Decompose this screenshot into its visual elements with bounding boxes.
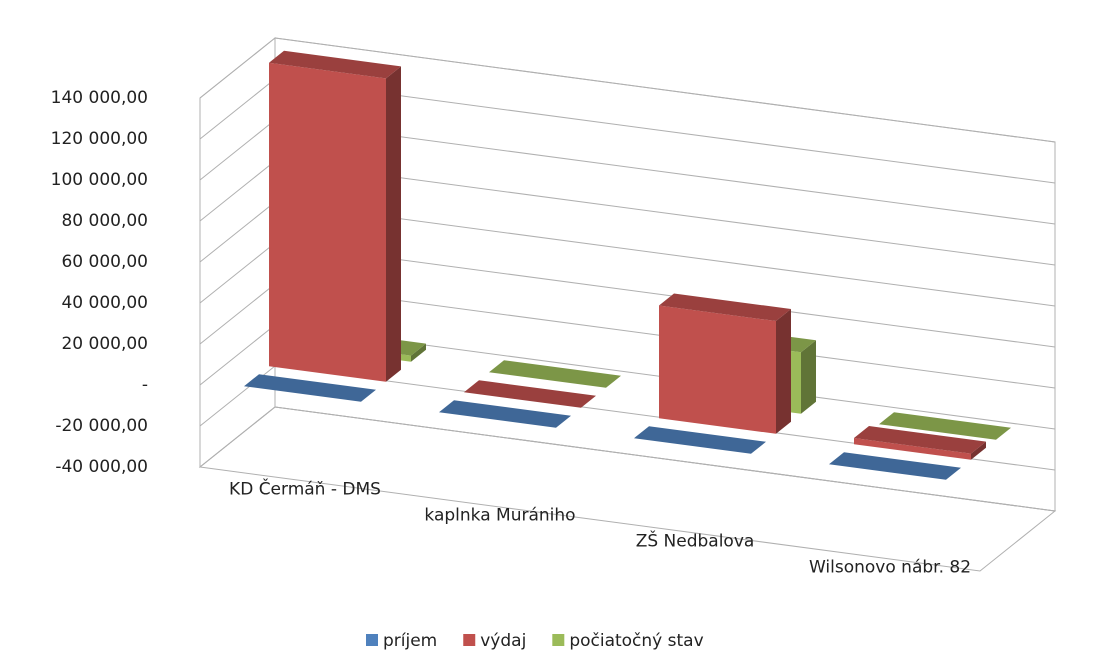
bar — [244, 374, 376, 402]
y-tick-label: - — [142, 375, 148, 395]
x-tick-label: Wilsonovo nábr. 82 — [809, 557, 971, 577]
bar-front — [659, 305, 776, 434]
bar-top — [489, 360, 621, 388]
y-tick-label: 40 000,00 — [61, 293, 148, 313]
y-tick-label: 20 000,00 — [61, 334, 148, 354]
bar — [829, 452, 961, 480]
bar — [464, 380, 596, 408]
grid-line — [199, 37, 1056, 143]
bar — [269, 50, 401, 382]
y-tick-label: -40 000,00 — [55, 457, 148, 477]
bar — [439, 400, 571, 428]
bar-top — [464, 380, 596, 408]
y-tick-label: 120 000,00 — [51, 129, 148, 149]
legend-label: počiatočný stav — [569, 631, 703, 651]
bar — [659, 293, 791, 434]
y-tick-label: 140 000,00 — [51, 88, 148, 108]
y-tick-label: -20 000,00 — [55, 416, 148, 436]
bar-side — [776, 309, 791, 434]
bar-side — [386, 66, 401, 382]
bar-top — [659, 293, 791, 322]
x-tick-label: ZŠ Nedbalova — [636, 529, 755, 551]
bar — [489, 360, 621, 388]
bar-front — [854, 438, 971, 460]
y-tick-label: 60 000,00 — [61, 252, 148, 272]
bar-front — [244, 386, 361, 402]
bar-top — [879, 412, 1011, 440]
y-tick-label: 100 000,00 — [51, 170, 148, 190]
legend-swatch — [366, 634, 378, 646]
x-tick-label: KD Čermáň - DMS — [229, 477, 381, 499]
legend-swatch — [552, 634, 565, 646]
legend-label: výdaj — [480, 631, 526, 651]
bar-side — [411, 343, 426, 362]
y-tick-label: 80 000,00 — [61, 211, 148, 231]
bar-top — [439, 400, 571, 428]
bar-front — [269, 62, 386, 382]
grid-line — [199, 406, 1056, 512]
bar-side — [801, 340, 816, 414]
bar-top — [854, 426, 986, 454]
bar — [854, 426, 986, 460]
legend-swatch — [463, 634, 476, 646]
bar-top — [244, 374, 376, 402]
bar-top — [829, 452, 961, 480]
x-tick-label: kaplnka Murániho — [424, 505, 575, 525]
bar-side — [971, 441, 986, 460]
bar — [634, 426, 766, 454]
bar — [879, 412, 1011, 440]
legend-label: príjem — [383, 631, 437, 651]
bar-top — [634, 426, 766, 454]
bar-top — [269, 50, 401, 79]
